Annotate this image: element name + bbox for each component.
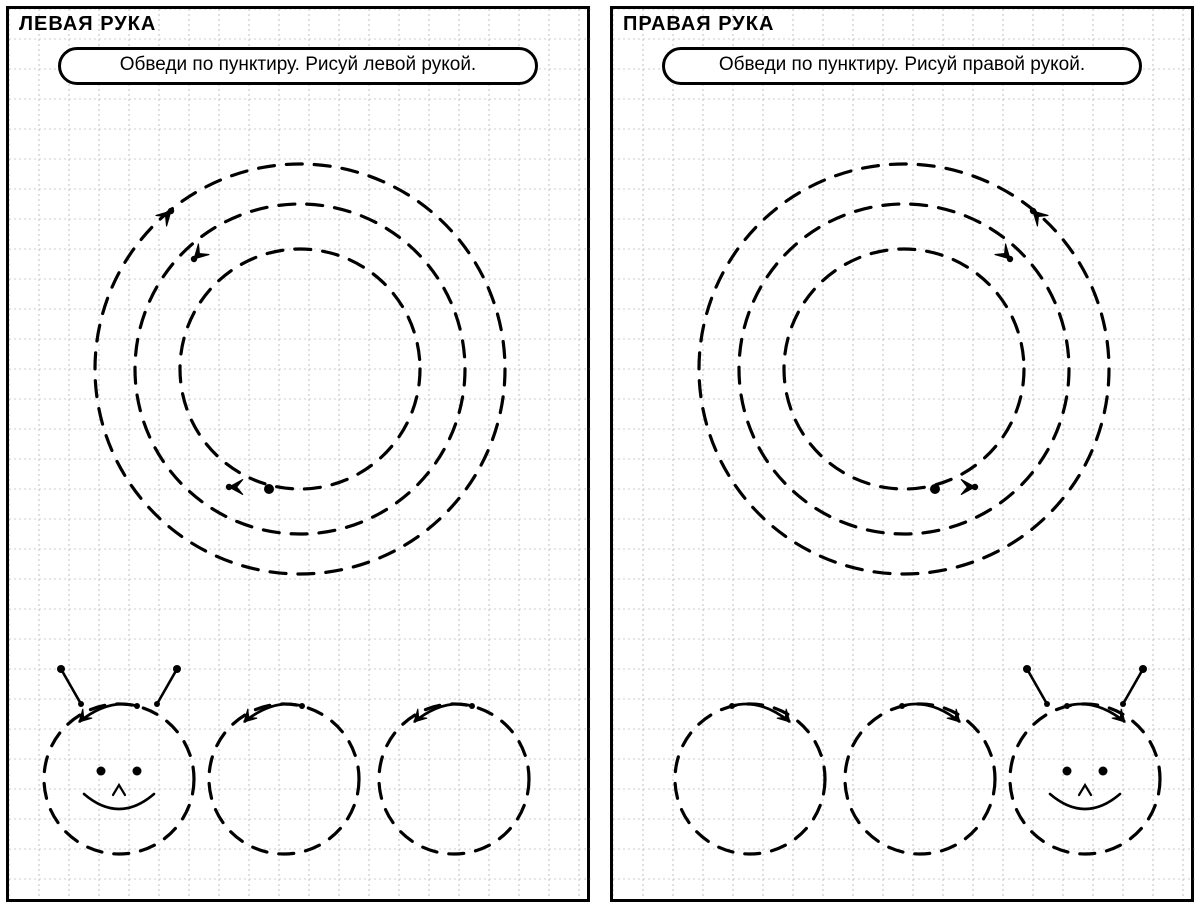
- left-instruction: Обведи по пунктиру. Рисуй левой рукой.: [58, 47, 538, 85]
- right-instruction: Обведи по пунктиру. Рисуй правой рукой.: [662, 47, 1142, 85]
- left-hand-panel: ЛЕВАЯ РУКА Обведи по пунктиру. Рисуй лев…: [6, 6, 590, 902]
- right-hand-panel: ПРАВАЯ РУКА Обведи по пунктиру. Рисуй пр…: [610, 6, 1194, 902]
- worksheet-page: ЛЕВАЯ РУКА Обведи по пунктиру. Рисуй лев…: [0, 0, 1200, 908]
- left-title: ЛЕВАЯ РУКА: [19, 13, 156, 36]
- right-title: ПРАВАЯ РУКА: [623, 13, 774, 36]
